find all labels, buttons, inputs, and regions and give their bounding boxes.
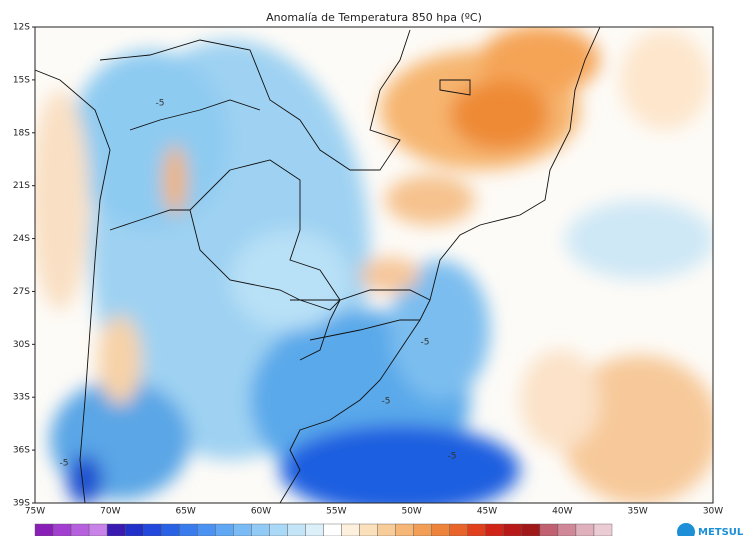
colorbar-swatch [575,523,595,537]
lat-label: 30S [13,340,30,350]
contour-label: -5 [156,99,165,109]
colorbar-swatch [449,523,468,537]
lat-label: 39S [13,499,30,509]
colorbar-swatch [287,523,306,537]
colorbar-swatch [467,523,486,537]
lat-label: 18S [13,128,30,138]
lon-label: 75W [25,507,45,517]
lat-label: 36S [13,446,30,456]
contour-label: -5 [60,459,69,469]
colorbar-swatch [233,523,252,537]
coastlines-borders [35,27,601,503]
lat-label: 33S [13,393,30,403]
colorbar-swatch [521,523,541,537]
colorbar-swatch [197,523,216,537]
colorbar-swatch [323,523,342,537]
colorbar-swatch [215,523,234,537]
lat-label: 12S [13,23,30,33]
colorbar-swatch [413,523,432,537]
colorbar-swatch [305,523,324,537]
colorbar-swatch [34,523,54,537]
lon-label: 50W [401,507,421,517]
colorbar-swatch [106,523,126,537]
colorbar-swatch [503,523,523,537]
anomaly-field [35,27,713,503]
colorbar-swatch [124,523,144,537]
colorbar-swatch [341,523,360,537]
colorbar-swatch [557,523,577,537]
lon-label: 60W [251,507,271,517]
colorbar-swatch [52,523,72,537]
logo-text: METSUL [698,527,744,536]
map-title: Anomalía de Temperatura 850 hpa (ºC) [266,11,482,24]
colorbar-swatch [359,523,378,537]
lon-label: 70W [100,507,120,517]
lon-label: 65W [175,507,195,517]
colorbar-swatch [539,523,559,537]
logo-icon [677,523,695,540]
colorbar-swatch [161,523,180,537]
colorbar-swatch [395,523,414,537]
lon-label: 30W [703,507,723,517]
contour-label: -5 [421,338,430,348]
colorbar [34,523,613,537]
colorbar-swatch [142,523,162,537]
lat-label: 27S [13,287,30,297]
colorbar-swatch [485,523,505,537]
colorbar-swatch [377,523,396,537]
lat-label: 21S [13,181,30,191]
colorbar-swatch [269,523,288,537]
lon-label: 40W [552,507,572,517]
contour-label: -5 [382,397,391,407]
colorbar-swatch [431,523,450,537]
lon-label: 35W [627,507,647,517]
lat-label: 15S [13,75,30,85]
lon-label: 45W [477,507,497,517]
colorbar-swatch [251,523,270,537]
colorbar-swatch [593,523,613,537]
lat-label: 24S [13,234,30,244]
colorbar-swatch [70,523,90,537]
contour-label: -5 [448,452,457,462]
colorbar-swatch [88,523,108,537]
lon-label: 55W [326,507,346,517]
map-frame [34,26,714,504]
colorbar-swatch [179,523,198,537]
